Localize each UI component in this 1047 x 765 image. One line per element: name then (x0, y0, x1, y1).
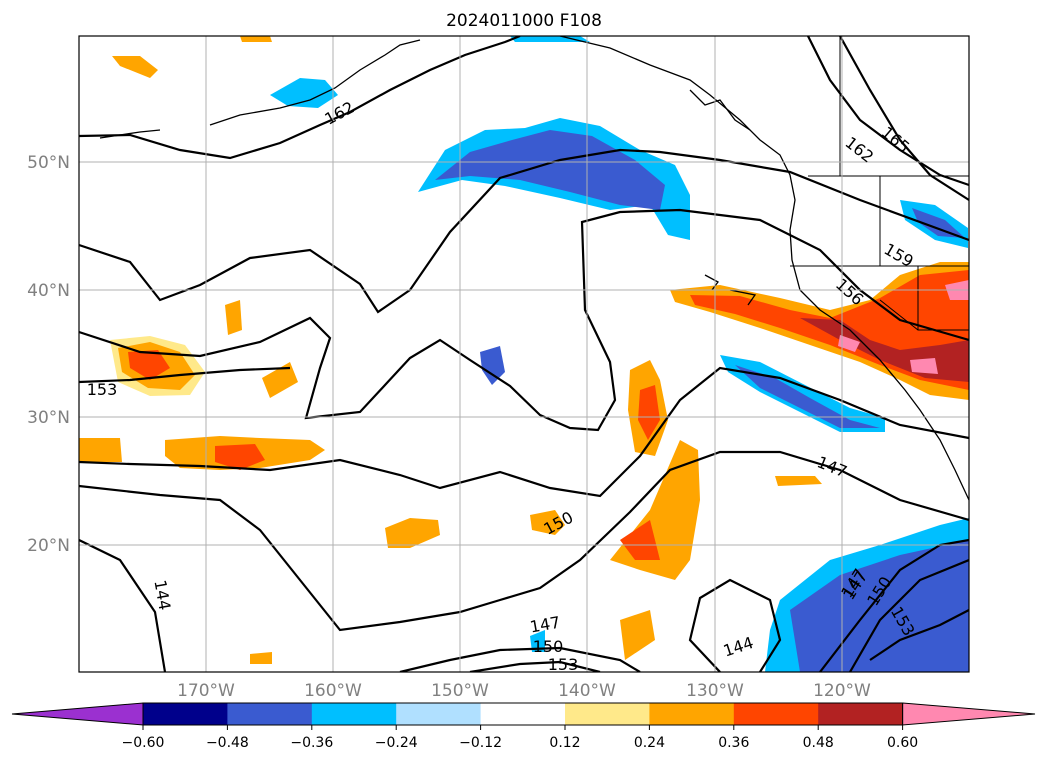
map-title: 2024011000 F108 (446, 11, 602, 31)
colorbar-segment (649, 703, 735, 725)
borders (790, 36, 969, 331)
colorbar-segment (396, 703, 482, 725)
colorbar-tick-label: 0.48 (803, 735, 834, 751)
colorbar-tick-label: −0.24 (375, 735, 418, 751)
lat-label: 30°N (27, 408, 70, 428)
negative-shading (270, 36, 969, 672)
colorbar-tick-label: −0.12 (459, 735, 502, 751)
colorbar-tick-label: 0.36 (718, 735, 749, 751)
lon-label: 170°W (177, 681, 235, 701)
lat-label: 50°N (27, 153, 70, 173)
colorbar-segment (818, 703, 904, 725)
lon-label: 150°W (431, 681, 489, 701)
colorbar-tick-label: 0.60 (887, 735, 918, 751)
colorbar-frame (142, 702, 904, 726)
lon-label: 160°W (304, 681, 362, 701)
colorbar-tick-label: 0.12 (549, 735, 580, 751)
lon-label: 120°W (813, 681, 871, 701)
lon-label: 130°W (686, 681, 744, 701)
colorbar-tick-label: −0.36 (290, 735, 333, 751)
lat-label: 20°N (27, 536, 70, 556)
colorbar-tick-label: −0.48 (206, 735, 249, 751)
longitude-labels: 170°W 160°W 150°W 140°W 130°W 120°W (177, 681, 871, 701)
latitude-labels: 50°N 40°N 30°N 20°N (27, 153, 70, 556)
contour-label: 150 (533, 637, 564, 656)
colorbar-segment (480, 703, 566, 725)
colorbar-segment (733, 703, 819, 725)
map-frame (78, 35, 970, 673)
coastlines (99, 36, 969, 501)
lon-label: 140°W (558, 681, 616, 701)
contour-label: 153 (548, 655, 579, 674)
gridlines (79, 36, 969, 672)
colorbar: −0.60 −0.48 −0.36 −0.24 −0.12 0.12 0.24 0.36 0.4… (11, 702, 1036, 751)
lat-label: 40°N (27, 281, 70, 301)
colorbar-extend-high (902, 702, 1036, 726)
colorbar-tick-label: −0.60 (122, 735, 165, 751)
colorbar-tick-label: 0.24 (634, 735, 665, 751)
colorbar-segment (311, 703, 397, 725)
contour-label: 153 (87, 380, 118, 399)
colorbar-segment (227, 703, 313, 725)
map-panel: 162 165 162 159 156 153 150 147 144 147 … (79, 36, 969, 674)
colorbar-segment (565, 703, 650, 725)
colorbar-extend-low (11, 702, 144, 726)
colorbar-segment (143, 703, 228, 725)
